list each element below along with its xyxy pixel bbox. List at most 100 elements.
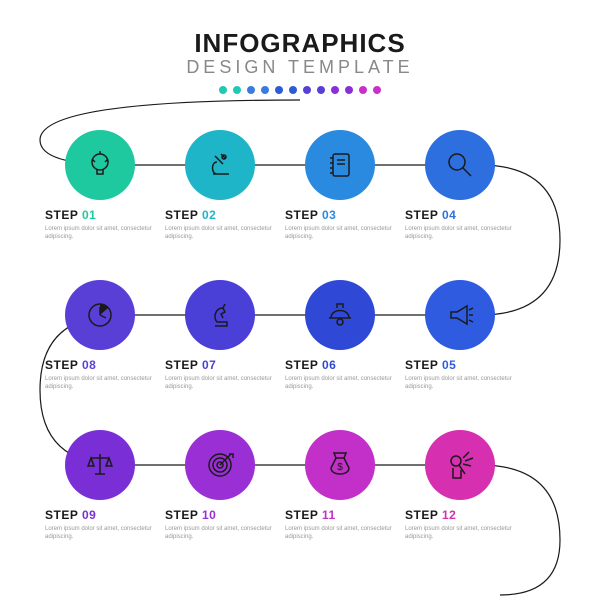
target-icon <box>203 448 237 482</box>
step-label-text: STEP <box>45 508 78 522</box>
step-label-text: STEP <box>405 208 438 222</box>
header-dot <box>345 86 353 94</box>
step-circle: $ <box>305 430 375 500</box>
header-dot <box>261 86 269 94</box>
step-circle <box>305 130 375 200</box>
step-label-text: STEP <box>405 358 438 372</box>
step-body: Lorem ipsum dolor sit amet, consectetur … <box>45 375 155 392</box>
step-label-text: STEP <box>165 208 198 222</box>
step-12: STEP 12 Lorem ipsum dolor sit amet, conse… <box>405 430 515 542</box>
header-dot <box>373 86 381 94</box>
step-body: Lorem ipsum dolor sit amet, consectetur … <box>405 525 515 542</box>
step-circle <box>425 280 495 350</box>
step-02: STEP 02 Lorem ipsum dolor sit amet, conse… <box>165 130 275 242</box>
step-label-text: STEP <box>405 508 438 522</box>
step-circle <box>185 430 255 500</box>
step-number: 06 <box>322 358 336 372</box>
step-05: STEP 05 Lorem ipsum dolor sit amet, conse… <box>405 280 515 392</box>
okhand-icon <box>443 448 477 482</box>
step-label: STEP 06 <box>285 358 395 372</box>
megaphone-icon <box>443 298 477 332</box>
step-label: STEP 02 <box>165 208 275 222</box>
header-dot <box>289 86 297 94</box>
step-label: STEP 08 <box>45 358 155 372</box>
notebook-icon <box>323 148 357 182</box>
step-circle <box>185 280 255 350</box>
step-circle <box>65 430 135 500</box>
step-body: Lorem ipsum dolor sit amet, consectetur … <box>165 375 275 392</box>
step-01: STEP 01 Lorem ipsum dolor sit amet, conse… <box>45 130 155 242</box>
step-10: STEP 10 Lorem ipsum dolor sit amet, conse… <box>165 430 275 542</box>
header-dot <box>359 86 367 94</box>
step-06: STEP 06 Lorem ipsum dolor sit amet, conse… <box>285 280 395 392</box>
header-dot <box>233 86 241 94</box>
step-08: STEP 08 Lorem ipsum dolor sit amet, conse… <box>45 280 155 392</box>
step-label: STEP 01 <box>45 208 155 222</box>
step-number: 08 <box>82 358 96 372</box>
step-03: STEP 03 Lorem ipsum dolor sit amet, conse… <box>285 130 395 242</box>
step-label-text: STEP <box>285 508 318 522</box>
step-circle <box>305 280 375 350</box>
svg-text:$: $ <box>337 462 343 473</box>
helmet-icon <box>323 298 357 332</box>
step-number: 10 <box>202 508 216 522</box>
step-label: STEP 05 <box>405 358 515 372</box>
step-label-text: STEP <box>45 358 78 372</box>
title-sub: DESIGN TEMPLATE <box>0 57 600 78</box>
step-label-text: STEP <box>45 208 78 222</box>
step-body: Lorem ipsum dolor sit amet, consectetur … <box>405 375 515 392</box>
step-circle <box>65 280 135 350</box>
title-main: INFOGRAPHICS <box>0 28 600 59</box>
step-circle <box>185 130 255 200</box>
step-label: STEP 09 <box>45 508 155 522</box>
header-dot <box>275 86 283 94</box>
step-body: Lorem ipsum dolor sit amet, consectetur … <box>165 525 275 542</box>
step-label: STEP 12 <box>405 508 515 522</box>
step-label: STEP 04 <box>405 208 515 222</box>
header-dot <box>247 86 255 94</box>
header-dot <box>219 86 227 94</box>
step-body: Lorem ipsum dolor sit amet, consectetur … <box>285 525 395 542</box>
step-number: 07 <box>202 358 216 372</box>
step-body: Lorem ipsum dolor sit amet, consectetur … <box>165 225 275 242</box>
header-dot <box>331 86 339 94</box>
step-label-text: STEP <box>285 358 318 372</box>
step-label: STEP 10 <box>165 508 275 522</box>
header-dot <box>303 86 311 94</box>
step-label-text: STEP <box>165 358 198 372</box>
step-body: Lorem ipsum dolor sit amet, consectetur … <box>405 225 515 242</box>
header: INFOGRAPHICS DESIGN TEMPLATE <box>0 0 600 94</box>
step-number: 05 <box>442 358 456 372</box>
step-body: Lorem ipsum dolor sit amet, consectetur … <box>285 375 395 392</box>
step-body: Lorem ipsum dolor sit amet, consectetur … <box>45 225 155 242</box>
step-number: 12 <box>442 508 456 522</box>
step-07: STEP 07 Lorem ipsum dolor sit amet, conse… <box>165 280 275 392</box>
step-number: 01 <box>82 208 96 222</box>
bulb-icon <box>83 148 117 182</box>
scale-icon <box>83 448 117 482</box>
step-body: Lorem ipsum dolor sit amet, consectetur … <box>285 225 395 242</box>
step-number: 04 <box>442 208 456 222</box>
step-circle <box>425 130 495 200</box>
knight-icon <box>203 298 237 332</box>
clock-icon <box>83 298 117 332</box>
step-04: STEP 04 Lorem ipsum dolor sit amet, conse… <box>405 130 515 242</box>
step-number: 09 <box>82 508 96 522</box>
microscope-icon <box>203 148 237 182</box>
step-label-text: STEP <box>165 508 198 522</box>
step-09: STEP 09 Lorem ipsum dolor sit amet, conse… <box>45 430 155 542</box>
step-number: 11 <box>322 508 336 522</box>
step-body: Lorem ipsum dolor sit amet, consectetur … <box>45 525 155 542</box>
magnifier-icon <box>443 148 477 182</box>
step-number: 03 <box>322 208 336 222</box>
step-label: STEP 11 <box>285 508 395 522</box>
header-dots <box>0 86 600 94</box>
step-label: STEP 03 <box>285 208 395 222</box>
step-circle <box>65 130 135 200</box>
step-number: 02 <box>202 208 216 222</box>
header-dot <box>317 86 325 94</box>
step-label: STEP 07 <box>165 358 275 372</box>
step-circle <box>425 430 495 500</box>
moneybag-icon: $ <box>323 448 357 482</box>
step-label-text: STEP <box>285 208 318 222</box>
